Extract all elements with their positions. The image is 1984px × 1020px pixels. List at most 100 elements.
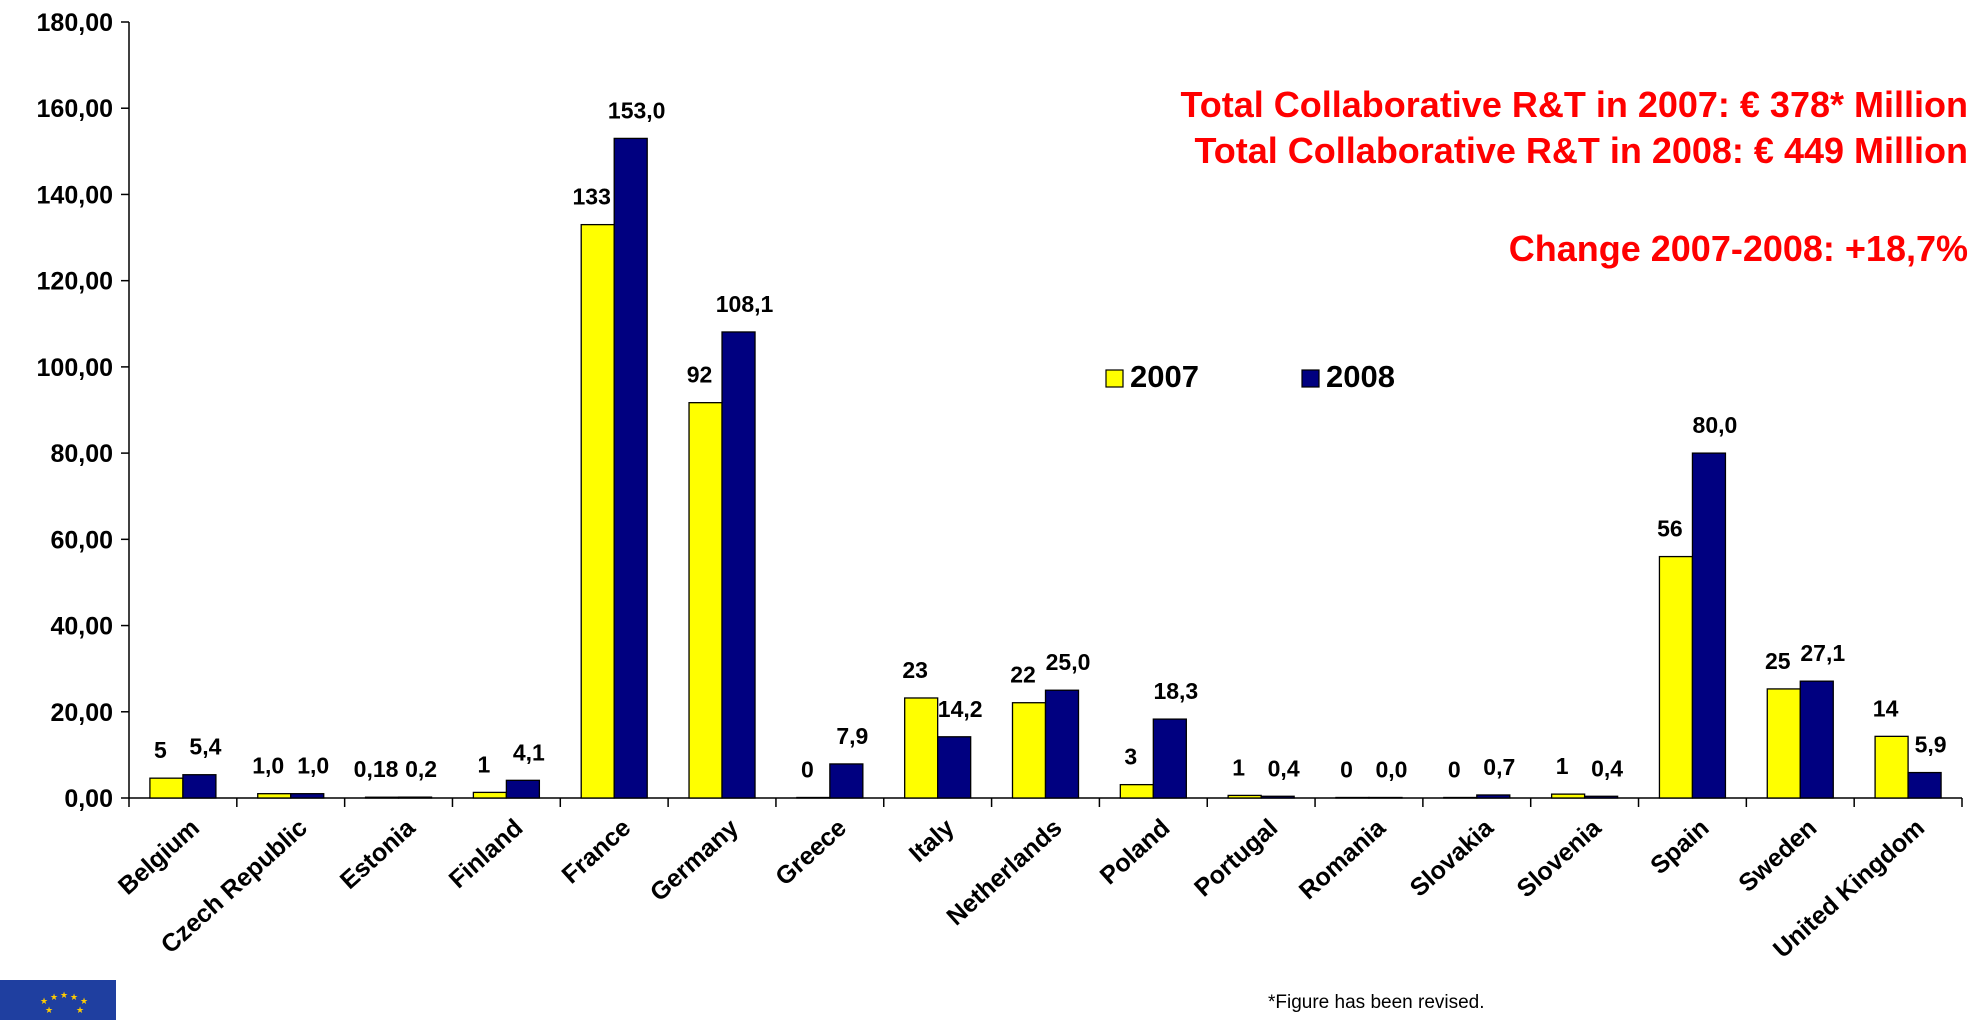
- data-label-2007: 5: [154, 737, 167, 763]
- data-label-2008: 27,1: [1800, 640, 1845, 666]
- y-tick-label: 80,00: [50, 440, 113, 468]
- bar-2007: [904, 697, 939, 799]
- svg-text:★: ★: [45, 1006, 53, 1016]
- y-tick-label: 40,00: [50, 613, 113, 641]
- svg-text:★: ★: [80, 997, 88, 1007]
- data-label-2007: 56: [1657, 516, 1683, 542]
- bar-2007: [688, 402, 723, 799]
- data-labels: 5 1,0 0,18 1 133 92 0 23 22 3 1 0 0 1 56 25 14 5,4 1,0 0,2 4…: [154, 97, 1947, 782]
- bar-2008: [1476, 794, 1511, 799]
- data-label-2008: 14,2: [938, 696, 983, 722]
- y-tick-label: 100,00: [37, 354, 113, 382]
- data-label-2008: 0,0: [1375, 757, 1407, 783]
- bar-2007: [1658, 555, 1694, 799]
- total-2007-annotation: Total Collaborative R&T in 2007: € 378* …: [1180, 84, 1968, 125]
- data-label-2007: 1: [477, 751, 490, 777]
- svg-text:★: ★: [70, 993, 78, 1003]
- legend: 2007 2008: [1105, 359, 1395, 394]
- category-label: Belgium: [113, 814, 205, 901]
- category-label: Romania: [1294, 813, 1392, 905]
- bar-2007: [1335, 796, 1370, 799]
- svg-text:★: ★: [76, 1006, 84, 1016]
- bar-2008: [1691, 452, 1727, 799]
- legend-label-2007: 2007: [1130, 359, 1199, 394]
- y-tick-label: 20,00: [50, 699, 113, 727]
- y-tick-label: 0,00: [64, 785, 113, 813]
- data-label-2007: 0,18: [354, 756, 399, 782]
- category-label: France: [557, 814, 637, 890]
- legend-label-2008: 2008: [1326, 359, 1395, 394]
- bar-2007: [149, 777, 184, 799]
- data-label-2007: 0: [1448, 757, 1461, 783]
- y-tick-label: 140,00: [37, 181, 113, 209]
- total-2008-annotation: Total Collaborative R&T in 2008: € 449 M…: [1194, 130, 1968, 171]
- y-axis: 0,00 20,00 40,00 60,00 80,00 100,00 120,00 140,…: [37, 9, 130, 813]
- data-label-2008: 25,0: [1046, 649, 1091, 675]
- data-label-2008: 4,1: [513, 739, 545, 765]
- data-label-2007: 1: [1556, 753, 1569, 779]
- change-annotation: Change 2007-2008: +18,7%: [1508, 228, 1968, 269]
- bar-2008: [397, 796, 433, 799]
- data-label-2008: 5,4: [189, 734, 221, 760]
- data-label-2008: 18,3: [1153, 678, 1198, 704]
- bar-2007: [580, 223, 615, 799]
- data-label-2007: 23: [902, 657, 928, 683]
- y-tick-label: 60,00: [50, 526, 113, 554]
- bar-2008: [613, 137, 648, 799]
- category-label: Spain: [1645, 814, 1714, 880]
- bar-2007: [1443, 796, 1478, 799]
- eu-flag-logo: ★ ★ ★ ★ ★ ★ ★: [0, 980, 116, 1020]
- data-label-2007: 0: [1340, 757, 1353, 783]
- data-label-2008: 80,0: [1693, 412, 1738, 438]
- data-label-2008: 0,2: [405, 756, 437, 782]
- bar-2007: [364, 796, 400, 799]
- bar-2008: [1152, 718, 1187, 799]
- data-label-2007: 14: [1873, 695, 1899, 721]
- bar-2008: [1044, 689, 1080, 799]
- bar-2008: [1260, 795, 1295, 799]
- data-label-2007: 92: [687, 362, 713, 388]
- data-label-2007: 1: [1232, 754, 1245, 780]
- data-label-2008: 153,0: [608, 97, 666, 123]
- bar-2007: [472, 791, 508, 799]
- data-label-2008: 7,9: [836, 723, 868, 749]
- footnote: *Figure has been revised.: [1268, 992, 1485, 1013]
- y-tick-label: 180,00: [37, 9, 113, 37]
- category-label: Greece: [770, 814, 852, 892]
- category-label: Finland: [444, 814, 529, 894]
- category-label: Portugal: [1189, 814, 1283, 903]
- legend-swatch-2008: [1301, 369, 1320, 388]
- bar-2008: [721, 331, 756, 799]
- data-label-2007: 3: [1124, 744, 1137, 770]
- bars: [149, 137, 1942, 799]
- data-label-2008: 108,1: [716, 291, 774, 317]
- bar-2007: [1874, 735, 1909, 799]
- bar-2007: [1119, 783, 1154, 799]
- bar-2008: [182, 774, 217, 799]
- bar-2007: [1227, 794, 1262, 799]
- data-label-2008: 0,7: [1483, 754, 1515, 780]
- bar-2007: [796, 796, 831, 799]
- category-label: Poland: [1095, 814, 1176, 891]
- bar-2007: [257, 793, 292, 799]
- data-label-2008: 5,9: [1915, 732, 1947, 758]
- bar-2007: [1011, 702, 1047, 799]
- category-label: Italy: [904, 814, 960, 868]
- data-label-2007: 22: [1010, 662, 1036, 688]
- bar-2008: [505, 779, 541, 799]
- bar-2008: [1799, 680, 1834, 799]
- category-label: Slovakia: [1405, 813, 1500, 902]
- bar-2008: [1368, 796, 1403, 799]
- category-label: Netherlands: [941, 814, 1067, 931]
- bar-2008: [937, 736, 972, 799]
- bar-2008: [290, 793, 325, 799]
- y-tick-label: 160,00: [37, 95, 113, 123]
- category-label: Slovenia: [1511, 813, 1607, 903]
- category-label: Germany: [645, 814, 744, 907]
- svg-text:★: ★: [40, 997, 48, 1007]
- svg-text:★: ★: [60, 991, 68, 1001]
- data-label-2007: 133: [573, 184, 611, 210]
- bar-2008: [1583, 795, 1619, 799]
